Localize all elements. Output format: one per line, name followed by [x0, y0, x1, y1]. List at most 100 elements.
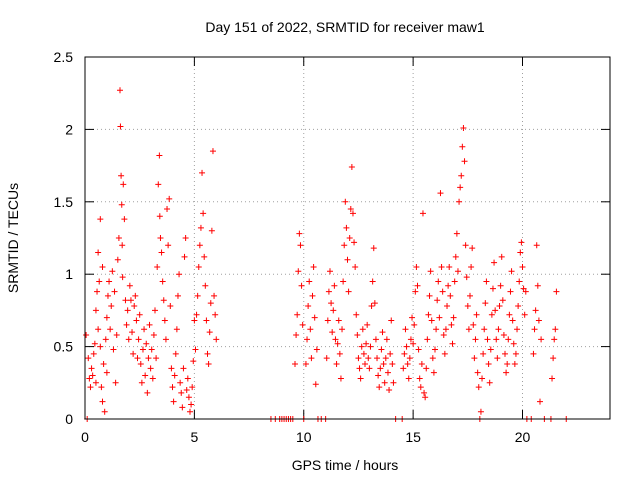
data-point	[496, 303, 503, 310]
data-point	[187, 408, 193, 415]
data-point	[495, 326, 502, 333]
data-point	[438, 263, 445, 270]
data-point	[462, 242, 469, 249]
data-point	[410, 340, 417, 347]
y-tick-label: 2.5	[54, 49, 74, 65]
data-point	[323, 355, 330, 362]
x-tick-label: 15	[405, 429, 421, 445]
data-point	[381, 379, 388, 386]
data-point	[432, 346, 438, 353]
data-point	[518, 239, 525, 246]
data-point	[325, 288, 332, 295]
data-point	[426, 292, 433, 299]
data-point	[106, 278, 113, 285]
data-point	[100, 360, 107, 367]
data-point	[514, 326, 521, 333]
x-tick-label: 0	[81, 429, 89, 445]
data-point	[509, 317, 516, 324]
data-point	[468, 263, 475, 270]
data-point	[464, 303, 471, 310]
data-point	[553, 288, 560, 295]
data-point	[442, 326, 449, 333]
data-point	[435, 278, 442, 285]
data-point	[377, 365, 384, 372]
data-point	[434, 297, 441, 304]
data-point	[307, 326, 314, 333]
data-point	[145, 355, 152, 362]
data-point	[487, 346, 494, 353]
data-point	[181, 253, 188, 260]
data-point	[118, 172, 125, 179]
data-point	[193, 311, 200, 318]
data-point	[531, 326, 538, 333]
data-point	[405, 375, 412, 382]
data-point	[363, 340, 370, 347]
data-point	[156, 213, 163, 220]
data-point	[310, 263, 317, 270]
data-point	[111, 288, 118, 295]
data-point	[534, 282, 541, 289]
data-point	[465, 326, 472, 333]
data-point	[451, 278, 458, 285]
data-point	[364, 321, 371, 328]
data-point	[294, 311, 301, 318]
data-point	[164, 206, 171, 213]
data-point	[366, 365, 373, 372]
data-point	[469, 245, 476, 252]
data-point	[449, 340, 456, 347]
data-point	[471, 355, 478, 362]
data-point	[482, 300, 489, 307]
data-point	[340, 278, 347, 285]
x-tick-label: 10	[296, 429, 312, 445]
data-point	[472, 336, 479, 343]
data-point	[139, 346, 146, 353]
data-point	[341, 242, 348, 249]
data-point	[336, 350, 343, 357]
data-point	[183, 387, 190, 394]
data-point	[213, 336, 220, 343]
data-point	[329, 329, 336, 336]
data-point	[550, 355, 557, 362]
data-point	[83, 332, 90, 339]
data-point	[486, 379, 493, 386]
data-point	[484, 336, 491, 343]
data-point	[454, 268, 461, 275]
data-point	[354, 332, 361, 339]
data-point	[147, 365, 154, 372]
data-point	[348, 164, 355, 171]
data-point	[503, 369, 510, 376]
data-point	[477, 408, 484, 415]
data-point	[87, 384, 94, 391]
data-point	[159, 278, 166, 285]
data-point	[494, 355, 501, 362]
data-point	[457, 184, 464, 191]
data-point	[387, 350, 394, 357]
data-point	[358, 343, 365, 350]
data-point	[416, 375, 423, 382]
data-point	[448, 321, 455, 328]
grid	[85, 57, 610, 419]
data-point	[197, 224, 204, 231]
data-point	[110, 346, 117, 353]
data-point	[208, 227, 215, 234]
data-point	[205, 360, 212, 367]
data-point	[96, 278, 103, 285]
data-point	[200, 210, 207, 217]
data-point	[95, 326, 102, 333]
data-point	[295, 268, 302, 275]
data-point	[422, 394, 429, 401]
data-point	[308, 355, 315, 362]
data-point	[166, 195, 173, 202]
data-point	[458, 172, 465, 179]
data-point	[331, 282, 338, 289]
data-point	[306, 278, 313, 285]
data-point	[132, 292, 139, 299]
data-point	[425, 311, 432, 318]
data-point	[212, 311, 219, 318]
data-point	[428, 317, 435, 324]
data-point	[97, 343, 104, 350]
data-point	[368, 303, 375, 310]
data-point	[447, 292, 454, 299]
data-point	[444, 303, 451, 310]
chart-title: Day 151 of 2022, SRMTID for receiver maw…	[205, 19, 485, 35]
